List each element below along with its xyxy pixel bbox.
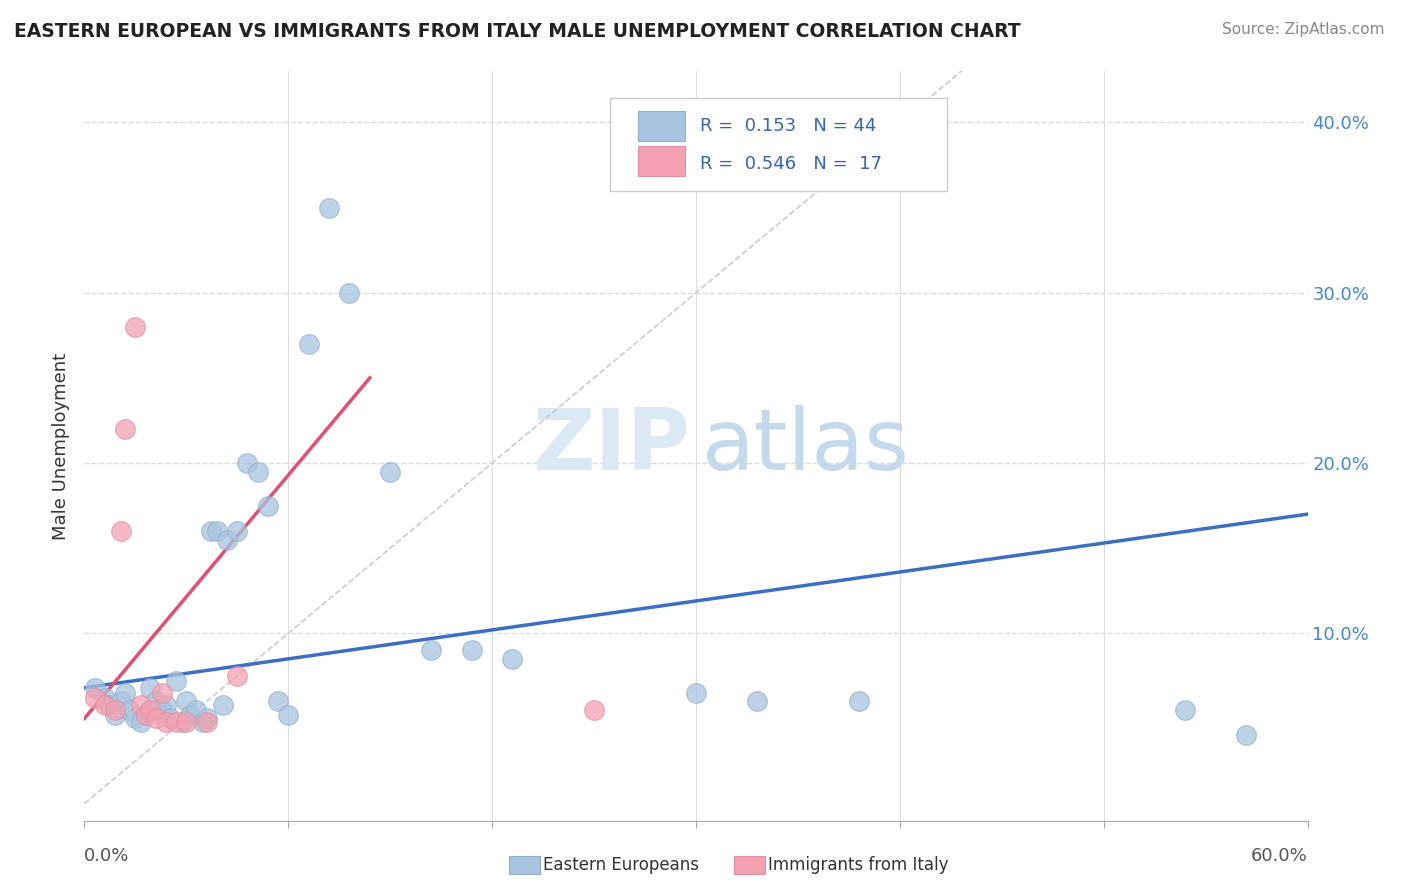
Point [145, 694, 167, 708]
Point [339, 285, 361, 300]
Point [159, 711, 181, 725]
Point [165, 714, 187, 729]
Text: R =  0.153   N = 44: R = 0.153 N = 44 [700, 117, 876, 135]
Point [150, 703, 173, 717]
Point [174, 714, 197, 729]
Point [118, 703, 141, 717]
Point [93, 698, 115, 712]
Point [212, 698, 235, 712]
Point [138, 681, 160, 695]
Point [174, 694, 197, 708]
Point [277, 708, 299, 723]
Point [110, 524, 132, 538]
Point [226, 669, 249, 683]
Point [172, 714, 194, 729]
Bar [638, 146, 685, 177]
Point [83, 681, 105, 695]
Point [848, 694, 870, 708]
Point [685, 686, 707, 700]
Point [131, 714, 153, 729]
Point [165, 673, 187, 688]
Point [380, 465, 402, 479]
Point [205, 524, 228, 538]
Point [114, 422, 136, 436]
Point [155, 714, 177, 729]
Point [420, 643, 443, 657]
Point [124, 711, 146, 725]
Point [135, 708, 157, 723]
Text: ZIP: ZIP [531, 404, 690, 488]
Point [93, 691, 115, 706]
Point [135, 708, 157, 723]
Point [138, 703, 160, 717]
Point [97, 698, 120, 712]
Point [195, 711, 218, 725]
Point [1236, 729, 1258, 743]
Point [150, 686, 173, 700]
Point [583, 703, 606, 717]
Point [257, 499, 280, 513]
Point [83, 691, 105, 706]
Text: EASTERN EUROPEAN VS IMMIGRANTS FROM ITALY MALE UNEMPLOYMENT CORRELATION CHART: EASTERN EUROPEAN VS IMMIGRANTS FROM ITAL… [14, 22, 1021, 41]
Point [131, 698, 153, 712]
Point [217, 533, 239, 547]
Text: atlas: atlas [702, 404, 910, 488]
Text: Eastern Europeans: Eastern Europeans [543, 856, 699, 874]
Point [298, 336, 321, 351]
Point [246, 465, 269, 479]
Bar [638, 112, 685, 141]
FancyBboxPatch shape [610, 97, 946, 191]
Text: 0.0%: 0.0% [84, 847, 129, 865]
Point [104, 703, 127, 717]
Point [104, 708, 127, 723]
Point [236, 456, 259, 470]
Text: Immigrants from Italy: Immigrants from Italy [768, 856, 948, 874]
Point [318, 201, 340, 215]
Text: Source: ZipAtlas.com: Source: ZipAtlas.com [1222, 22, 1385, 37]
Point [226, 524, 249, 538]
Point [747, 694, 769, 708]
Point [179, 708, 201, 723]
Y-axis label: Male Unemployment: Male Unemployment [52, 352, 70, 540]
Point [191, 714, 214, 729]
Point [124, 319, 146, 334]
Point [155, 698, 177, 712]
Point [186, 703, 208, 717]
Point [145, 711, 167, 725]
Point [114, 686, 136, 700]
Text: R =  0.546   N =  17: R = 0.546 N = 17 [700, 154, 882, 172]
Text: 60.0%: 60.0% [1251, 847, 1308, 865]
Point [200, 524, 222, 538]
Point [110, 694, 132, 708]
Point [195, 714, 218, 729]
Point [461, 643, 484, 657]
Point [1174, 703, 1197, 717]
Point [502, 652, 524, 666]
Point [267, 694, 290, 708]
